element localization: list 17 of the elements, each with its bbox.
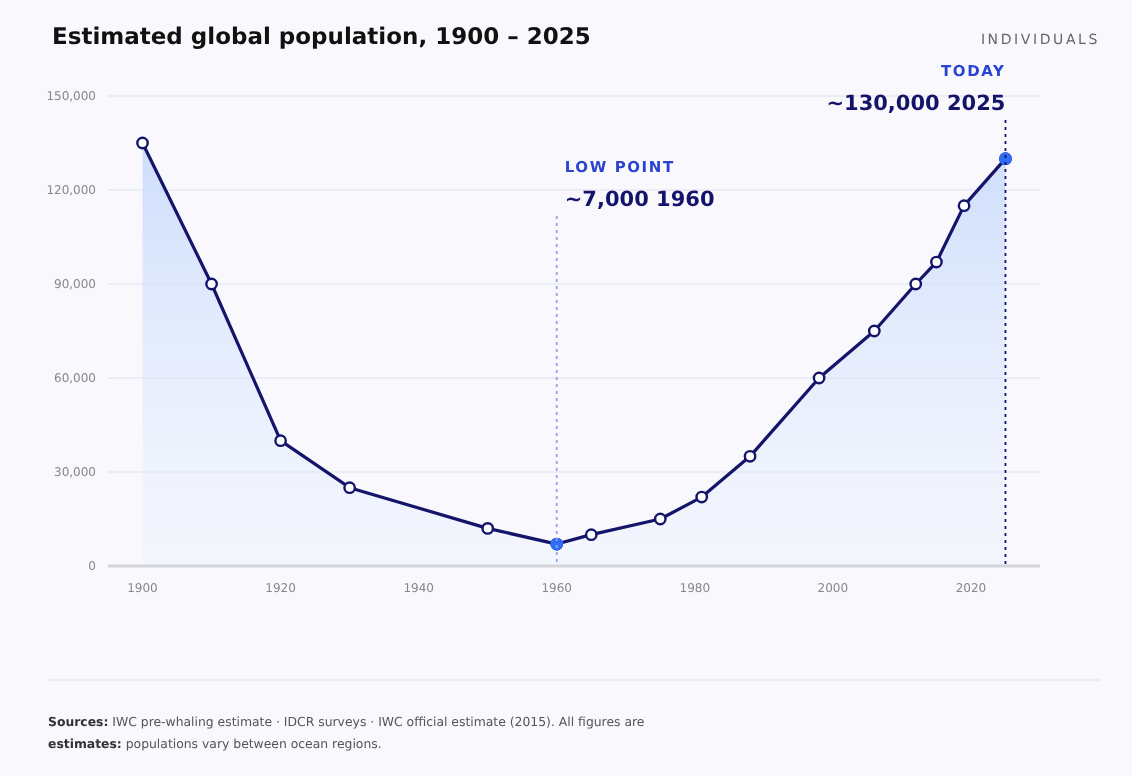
point xyxy=(867,324,881,338)
point xyxy=(481,522,495,535)
point xyxy=(957,199,971,213)
annotation: ~7,000 1960 xyxy=(564,188,715,212)
point xyxy=(812,371,826,385)
point xyxy=(930,255,943,269)
point xyxy=(653,512,667,526)
point xyxy=(695,490,709,504)
chart-title: Estimated global population, 1900 – 2025 xyxy=(52,22,591,50)
point xyxy=(743,449,757,463)
point xyxy=(584,528,598,542)
point xyxy=(343,481,357,495)
point xyxy=(136,136,149,150)
point xyxy=(909,277,923,291)
point xyxy=(205,277,218,291)
annotation: ~130,000 2025 xyxy=(826,92,1006,116)
point xyxy=(274,434,287,448)
